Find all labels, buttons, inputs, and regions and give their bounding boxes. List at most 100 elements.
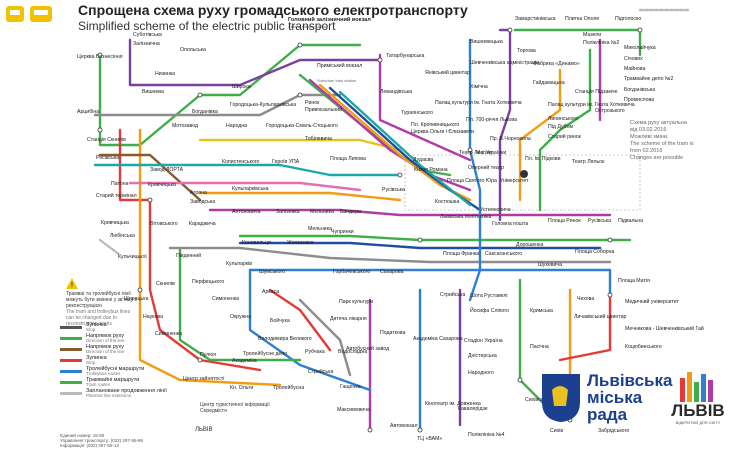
station-label: Гащенка: [340, 384, 361, 390]
station-label: Пл. 700-річчя Львова: [466, 117, 517, 123]
city-center-box: [404, 154, 641, 211]
tourist-info: Центр туристичної інформації Середмістя: [200, 402, 270, 414]
station-label: Податкова: [380, 330, 406, 336]
route-line-teal-diag: [338, 90, 472, 207]
center-dot: [520, 170, 528, 178]
station-label: Янівський цвинтар: [425, 69, 470, 76]
station-label: Аркаса: [262, 289, 279, 295]
station-label: Оперний театр: [468, 164, 504, 171]
station-label: Промислова: [624, 97, 654, 103]
station-label: Поліклініка №4: [468, 432, 504, 438]
station-label: Симоненка: [155, 331, 182, 337]
station-label: Кульпарків: [226, 261, 252, 267]
station-label: Патона: [111, 181, 129, 187]
station-label: Шухевича: [538, 262, 562, 268]
station-label: Горбачевського: [333, 269, 370, 275]
legend-row: Зупинка Stop: [60, 355, 190, 366]
station-dot: [517, 377, 523, 383]
station-label: Вишневецька: [470, 39, 503, 45]
station-label: Стрийська: [440, 291, 465, 298]
station-label: Наукова: [143, 314, 163, 320]
legend-row: Трамвайні маршрути Tram routes: [60, 377, 190, 388]
station-dot: [97, 52, 103, 58]
route-line-purple-mid: [208, 208, 612, 217]
map-title-en: Simplified scheme of the electric public…: [78, 19, 336, 33]
station-label: Щирецька: [124, 296, 149, 302]
station-label: Тролейбусна: [273, 384, 304, 391]
station-label: Стрийська: [308, 368, 333, 375]
station-dot: [297, 42, 303, 48]
station-dot: [197, 357, 203, 363]
station-label: Вишнева: [142, 89, 164, 95]
station-label: Під Дубом: [548, 124, 573, 130]
station-label: Вітовського: [150, 221, 178, 227]
station-label: Володимира Великого: [258, 336, 312, 342]
route-line-violet-top: [128, 38, 382, 87]
station-label: Тураянського: [401, 110, 433, 116]
station-label: Плитка Ополе: [565, 16, 599, 22]
route-line-green-east: [538, 48, 592, 212]
route-line-orange-north: [518, 68, 562, 202]
route-line-green-southwest: [178, 248, 302, 362]
station-label: Львівська політехніка: [440, 214, 492, 220]
station-label: Заводська: [190, 199, 215, 205]
route-line-dotted-plan: [98, 8, 692, 257]
station-label: Шевченківська адміністрація: [470, 60, 539, 66]
station-label: Героїв УПА: [272, 159, 300, 165]
station-label: Залізняка: [276, 209, 300, 215]
station-label: Головний залізничний вокзал: [288, 16, 371, 23]
station-dot: [367, 427, 373, 433]
route-line-brown-west: [98, 153, 202, 202]
station-label: Окружна: [230, 314, 251, 320]
station-label: Підвальна: [618, 218, 643, 224]
route-line-blue-southwest: [248, 268, 372, 392]
station-label: Площа Франка: [443, 251, 479, 257]
station-label: Сихівська: [525, 397, 549, 403]
contact-info: Єдиний номер: 15-80 Управління транспорт…: [60, 433, 143, 448]
route-line-red-sw: [268, 288, 332, 352]
station-label: Городоцька-Смаль-Стоцького: [266, 123, 338, 129]
station-dot: [147, 197, 153, 203]
station-label: Академіка: [232, 358, 257, 364]
station-dot: [417, 427, 423, 433]
station-label: Костюшка: [435, 199, 459, 205]
station-label: Січових: [624, 56, 643, 62]
station-dot: [97, 127, 103, 133]
station-label: Симоненка: [212, 296, 239, 302]
station-label: Дудаєва: [413, 157, 433, 163]
station-label: Перфецького: [192, 279, 224, 285]
lviv-skyline-icon: [680, 372, 713, 402]
station-dot: [607, 292, 613, 298]
station-label: Максимовича: [337, 407, 370, 413]
station-dot: [397, 172, 403, 178]
station-label: Трамвайне депо №2: [624, 75, 673, 82]
station-label: Бандери: [340, 209, 361, 215]
station-dot: [507, 27, 513, 33]
station-label: Ринок: [305, 100, 320, 106]
station-label: Палац культури ім. Гната Хоткевича: [548, 102, 635, 108]
small-lviv-logo: ЛЬВІВ: [195, 427, 213, 433]
map-legend: Зупинка Stop Напрямок руху Direction of th…: [60, 322, 190, 399]
station-label: Автовокзал: [390, 423, 418, 429]
station-label: Кавалерідзе: [458, 406, 488, 412]
route-line-teal: [93, 163, 402, 177]
station-label: Кривчицька: [148, 182, 176, 188]
station-label: Центр зайнятості: [183, 375, 224, 382]
station-label: Фабрика «Динамо»: [533, 61, 580, 67]
station-label: Дністерська: [468, 353, 497, 359]
station-dot: [607, 237, 613, 243]
station-label: Коновальця: [242, 240, 271, 246]
route-line-green-mid: [238, 234, 632, 242]
svg-text:!: !: [71, 282, 73, 289]
station-label: Городоцька-Кульпарківська: [230, 102, 296, 108]
route-line-gray-top: [93, 93, 342, 117]
station-label: Залізнична: [133, 41, 160, 47]
warning-icon: !: [66, 278, 78, 289]
station-label: ТЦ «ВАМ»: [417, 436, 442, 442]
station-dot: [377, 57, 383, 63]
route-line-violet-north: [498, 28, 512, 222]
station-label: Йосифа Сліпого: [470, 306, 509, 314]
station-label: Богданівка: [192, 109, 218, 115]
station-label: Рясівська: [96, 155, 119, 161]
